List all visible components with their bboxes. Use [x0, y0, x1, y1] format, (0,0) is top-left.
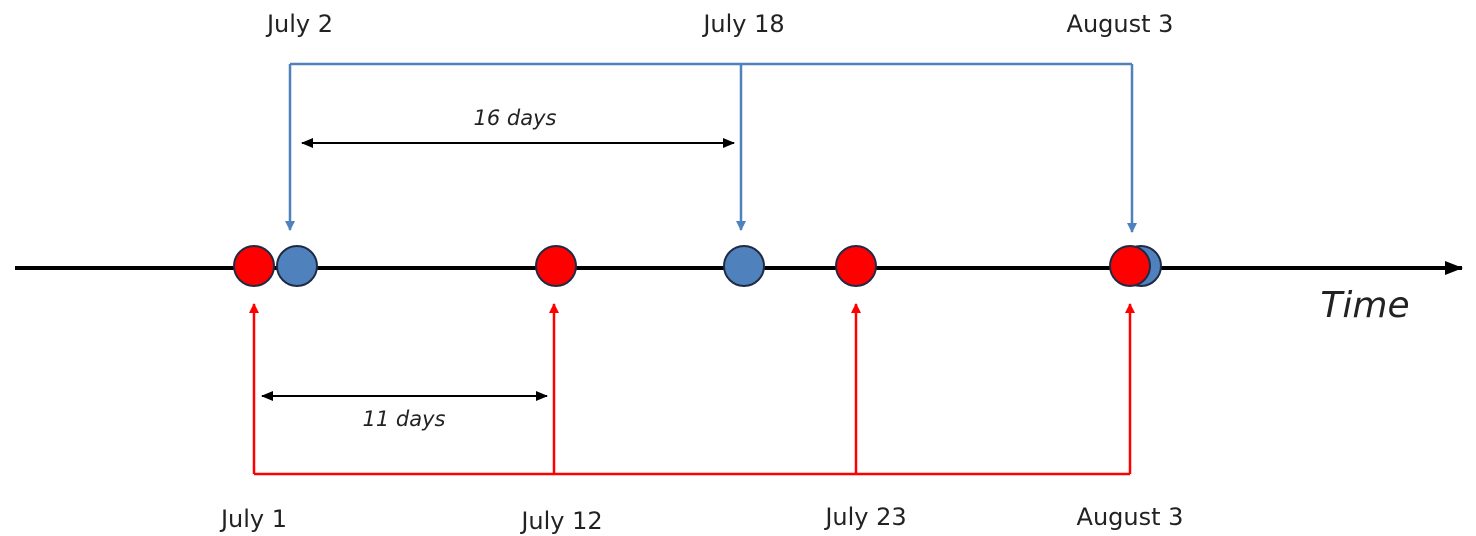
red-bracket — [249, 303, 1135, 476]
red-event — [1109, 245, 1151, 287]
blue-bracket — [285, 62, 1137, 233]
blue-event — [276, 245, 318, 287]
red-event — [835, 245, 877, 287]
bottom-date: July 12 — [519, 507, 602, 535]
interval-label: 16 days — [474, 106, 557, 130]
top-date: July 2 — [265, 10, 333, 38]
red-event — [233, 245, 275, 287]
bottom-date: July 1 — [219, 505, 287, 533]
blue-event — [723, 245, 765, 287]
events — [233, 245, 1162, 287]
red-event — [535, 245, 577, 287]
bottom-date: July 23 — [823, 503, 906, 531]
interval-label: 11 days — [363, 407, 446, 431]
axis-label: Time — [1320, 285, 1409, 326]
top-date: August 3 — [1067, 10, 1174, 38]
bottom-date: August 3 — [1077, 503, 1184, 531]
top-date: July 18 — [701, 10, 784, 38]
